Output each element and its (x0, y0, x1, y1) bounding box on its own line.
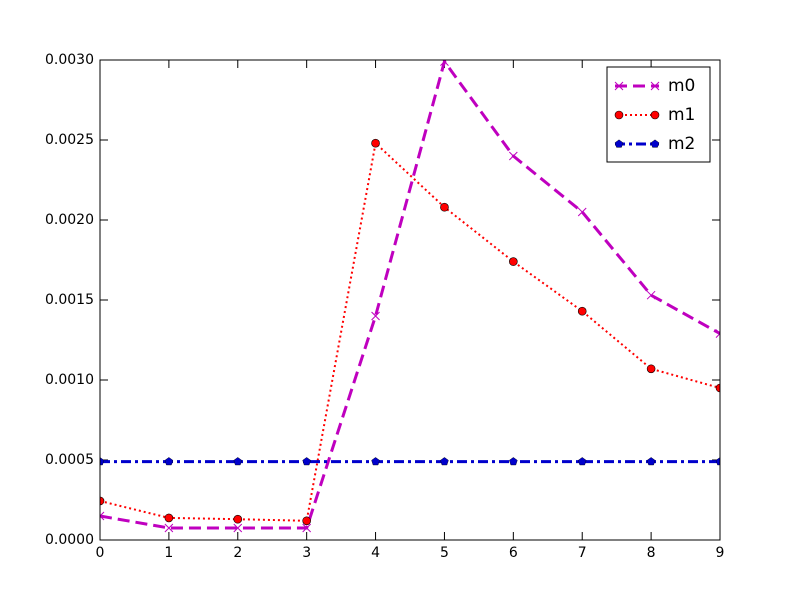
x-tick-label: 1 (164, 545, 173, 561)
marker (646, 457, 656, 466)
y-tick-label: 0.0030 (45, 52, 94, 68)
marker (164, 523, 174, 533)
marker (508, 151, 518, 161)
y-tick-label: 0.0015 (45, 292, 94, 308)
x-tick-label: 0 (96, 545, 105, 561)
y-tick-label: 0.0010 (45, 372, 94, 388)
marker (100, 496, 105, 506)
x-tick-label: 5 (440, 545, 449, 561)
marker (440, 202, 449, 212)
marker (715, 329, 720, 338)
series-line (100, 60, 720, 530)
plot-frame (99, 59, 721, 541)
marker (233, 514, 243, 524)
y-tick-label: 0.0005 (45, 452, 94, 468)
marker (302, 516, 311, 526)
marker (371, 311, 380, 321)
x-tick-label: 3 (302, 545, 311, 561)
series-line (100, 141, 720, 522)
marker (440, 457, 449, 466)
x-tick-label: 9 (716, 545, 725, 561)
legend-marker (614, 139, 624, 148)
marker (302, 457, 311, 466)
marker (440, 60, 449, 66)
marker (715, 457, 720, 466)
marker (577, 306, 587, 316)
marker (100, 511, 105, 521)
legend-marker (614, 110, 624, 120)
marker (646, 364, 656, 374)
marker (371, 138, 380, 148)
y-tick-label: 0.0025 (45, 132, 94, 148)
x-tick-label: 7 (578, 545, 587, 561)
legend-label: m0 (668, 76, 695, 96)
marker (509, 257, 518, 266)
marker (164, 513, 174, 523)
y-tick-label: 0.0000 (45, 532, 94, 548)
x-tick-label: 6 (509, 545, 518, 561)
marker (371, 457, 380, 466)
marker (233, 457, 243, 466)
legend-label: m2 (668, 134, 695, 154)
x-tick-label: 8 (647, 545, 656, 561)
legend-marker (650, 139, 660, 148)
plot-area (100, 60, 720, 533)
legend: m0 m1 m2 (606, 66, 711, 163)
legend-marker (650, 110, 660, 120)
marker (509, 457, 518, 466)
marker (577, 457, 587, 466)
legend-marker (650, 81, 660, 91)
marker (164, 457, 174, 466)
marker (302, 523, 312, 533)
marker (233, 523, 243, 533)
marker (646, 290, 656, 300)
legend-label: m1 (668, 105, 695, 125)
legend-marker (614, 81, 624, 91)
x-tick-label: 4 (371, 545, 380, 561)
marker (715, 383, 720, 393)
marker (100, 457, 105, 466)
marker (577, 207, 587, 217)
y-tick-label: 0.0020 (45, 212, 94, 228)
x-tick-label: 2 (233, 545, 242, 561)
